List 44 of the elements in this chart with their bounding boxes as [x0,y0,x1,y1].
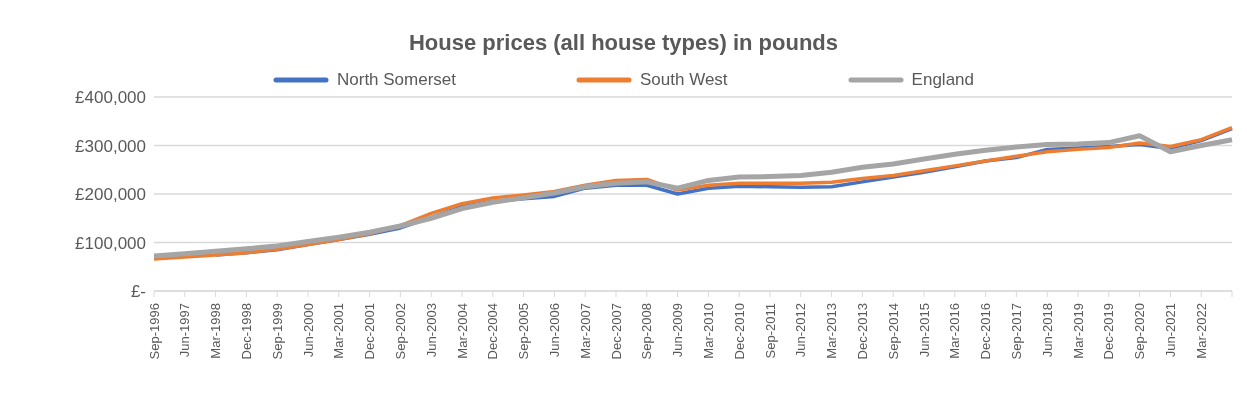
x-tick-label: Mar-2010 [700,303,716,359]
x-tick-label: Sep-2017 [1008,303,1024,360]
x-tick-label: Mar-2001 [331,303,347,359]
x-tick-label: Mar-2007 [577,303,593,359]
y-tick-label: £- [130,282,146,302]
x-tick-label: Dec-2001 [362,303,378,360]
x-tick-label: Sep-1996 [146,303,162,360]
x-tick-label: Mar-2019 [1070,303,1086,359]
x-tick-label: Sep-2014 [885,303,901,360]
legend-label: England [911,70,974,90]
x-tick-label: Jun-2012 [793,303,809,358]
x-tick-label: Mar-2013 [824,303,840,359]
y-tick-label: £100,000 [75,233,146,253]
x-tick-label: Jun-2003 [423,303,439,358]
x-tick-label: Jun-1997 [177,303,193,358]
y-tick-label: £200,000 [75,185,146,205]
x-tick-label: Jun-2006 [546,303,562,358]
x-tick-label: Sep-2005 [516,303,532,360]
legend-label: North Somerset [336,70,457,90]
legend-label: South West [640,70,728,90]
x-tick-label: Mar-1998 [208,303,224,359]
x-tick-label: Sep-2008 [639,303,655,360]
y-tick-label: £300,000 [75,136,146,156]
x-tick-label: Dec-2007 [608,303,624,360]
x-tick-label: Dec-2016 [978,303,994,360]
x-tick-label: Sep-2020 [1132,303,1148,360]
x-tick-label: Sep-2002 [392,303,408,360]
x-tick-label: Jun-2000 [300,303,316,358]
chart-title: House prices (all house types) in pounds [407,30,840,56]
x-tick-label: Mar-2004 [454,303,470,359]
x-tick-label: Dec-2010 [731,303,747,360]
x-tick-label: Mar-2016 [947,303,963,359]
x-tick-label: Mar-2022 [1193,303,1209,359]
y-tick-label: £400,000 [75,88,146,108]
x-tick-label: Sep-1999 [269,303,285,360]
x-tick-label: Jun-2021 [1162,303,1178,358]
x-tick-label: Dec-2019 [1101,303,1117,360]
x-tick-label: Jun-2015 [916,303,932,358]
x-tick-label: Jun-2009 [670,303,686,358]
x-tick-label: Dec-2013 [854,303,870,360]
x-tick-label: Sep-2011 [762,303,778,359]
x-tick-label: Dec-1998 [238,303,254,360]
x-tick-label: Jun-2018 [1039,303,1055,358]
x-tick-label: Dec-2004 [485,303,501,360]
